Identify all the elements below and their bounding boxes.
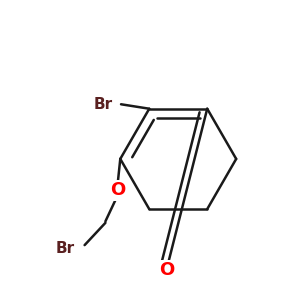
Text: O: O xyxy=(159,261,174,279)
Text: O: O xyxy=(110,181,125,199)
Text: Br: Br xyxy=(94,97,113,112)
Text: Br: Br xyxy=(56,241,75,256)
